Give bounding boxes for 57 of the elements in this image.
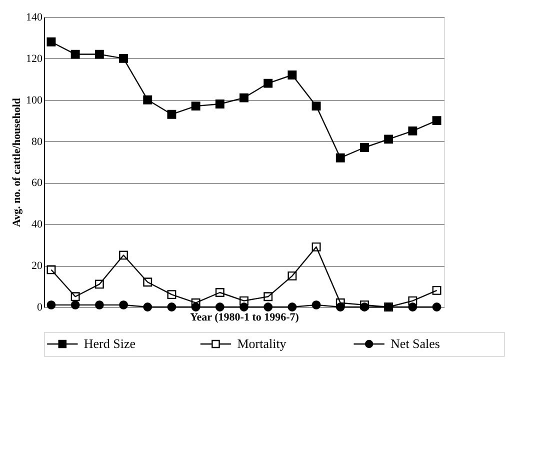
point xyxy=(167,302,176,312)
point xyxy=(46,265,56,274)
point xyxy=(240,93,248,102)
point xyxy=(288,271,297,280)
point xyxy=(94,280,104,289)
point xyxy=(432,116,442,126)
point xyxy=(360,143,369,152)
point xyxy=(94,50,104,59)
y-tick-label: 100 xyxy=(26,94,43,106)
point xyxy=(215,288,224,297)
point xyxy=(432,302,442,312)
point xyxy=(191,298,200,308)
point xyxy=(288,70,297,80)
y-tick-label: 120 xyxy=(26,52,43,65)
point xyxy=(46,300,56,310)
point xyxy=(94,300,104,310)
legend-label: Net Sales xyxy=(390,336,440,351)
point xyxy=(384,134,394,144)
y-axis-title: Avg. no. of cattle/household xyxy=(11,98,23,228)
point xyxy=(119,54,128,63)
point xyxy=(143,302,152,312)
point xyxy=(191,102,200,111)
point xyxy=(46,37,56,46)
legend-label: Herd Size xyxy=(84,336,136,351)
y-tick-label: 80 xyxy=(32,136,43,148)
point xyxy=(167,290,176,300)
point xyxy=(167,110,176,119)
point xyxy=(312,300,321,310)
y-tick-label: 20 xyxy=(32,260,43,272)
point xyxy=(312,102,321,111)
point xyxy=(143,278,152,287)
point xyxy=(215,100,224,108)
point xyxy=(70,300,80,310)
y-tick-label: 140 xyxy=(26,12,43,24)
point xyxy=(240,296,248,306)
point xyxy=(312,242,321,252)
point xyxy=(432,286,442,295)
point xyxy=(336,153,345,162)
point xyxy=(264,302,273,312)
point xyxy=(408,296,418,306)
x-axis-title: Year (1980-1 to 1996-7) xyxy=(190,312,300,324)
legend-label: Mortality xyxy=(237,336,287,351)
point xyxy=(264,292,273,302)
point xyxy=(264,78,273,88)
point xyxy=(70,292,80,302)
point xyxy=(119,300,128,310)
point xyxy=(336,298,345,308)
point xyxy=(143,95,152,104)
y-tick-label: 0 xyxy=(37,302,43,314)
point xyxy=(215,302,224,312)
point xyxy=(288,302,297,312)
point xyxy=(360,300,369,310)
point xyxy=(119,250,128,260)
point xyxy=(70,50,80,59)
y-tick-label: 60 xyxy=(32,177,43,190)
y-tick-label: 40 xyxy=(32,218,43,231)
point xyxy=(408,126,418,136)
